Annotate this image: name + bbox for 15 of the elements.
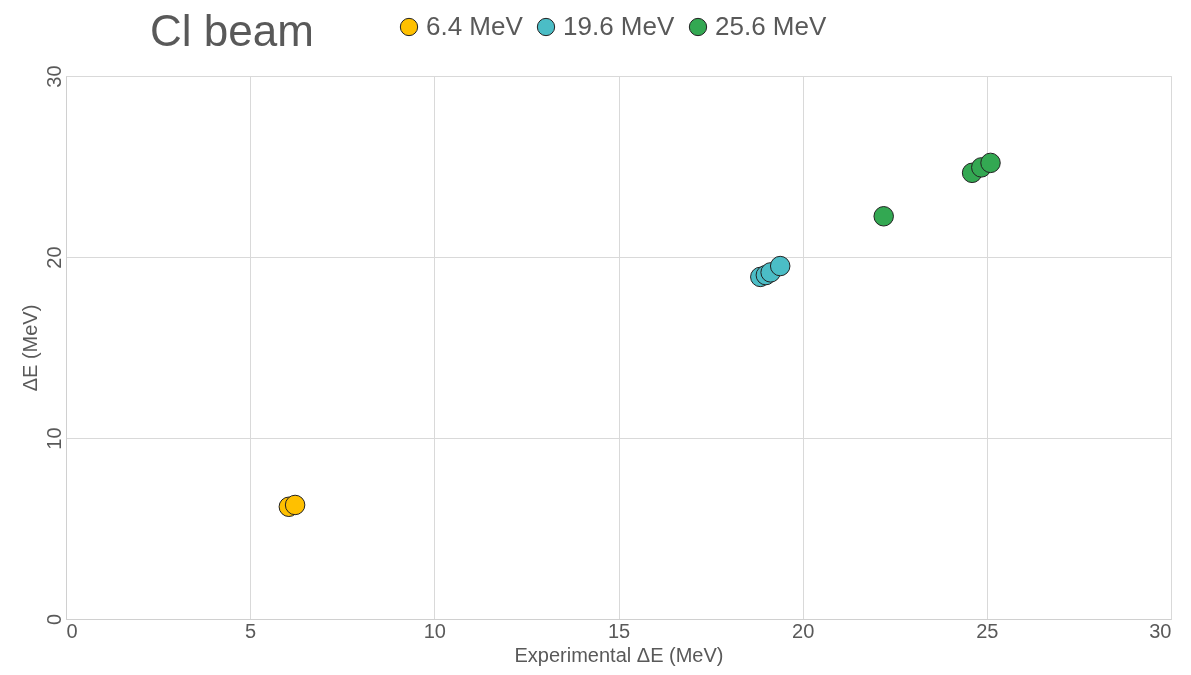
- x-tick-label: 20: [792, 619, 815, 642]
- x-tick-label: 10: [423, 619, 446, 642]
- x-tick-label: 15: [607, 619, 631, 642]
- y-tick-label: 30: [42, 65, 65, 88]
- legend-label: 25.6 MeV: [715, 11, 827, 41]
- x-tick-label: 30: [1149, 619, 1172, 642]
- legend-label: 6.4 MeV: [426, 11, 524, 41]
- chart-title: Cl beam: [150, 5, 314, 55]
- y-axis-title: ΔE (MeV): [18, 304, 41, 392]
- y-tick-label: 10: [42, 427, 65, 450]
- x-tick-label: 25: [976, 619, 999, 642]
- x-tick-label: 5: [245, 619, 257, 642]
- x-axis-title: Experimental ΔE (MeV): [514, 643, 724, 666]
- legend-label: 19.6 MeV: [563, 11, 675, 41]
- y-tick-label: 20: [42, 246, 65, 269]
